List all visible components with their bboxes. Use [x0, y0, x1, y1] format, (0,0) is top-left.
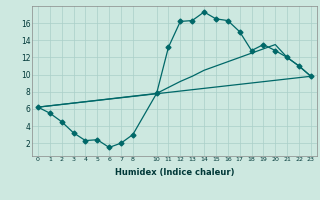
X-axis label: Humidex (Indice chaleur): Humidex (Indice chaleur) [115, 168, 234, 177]
